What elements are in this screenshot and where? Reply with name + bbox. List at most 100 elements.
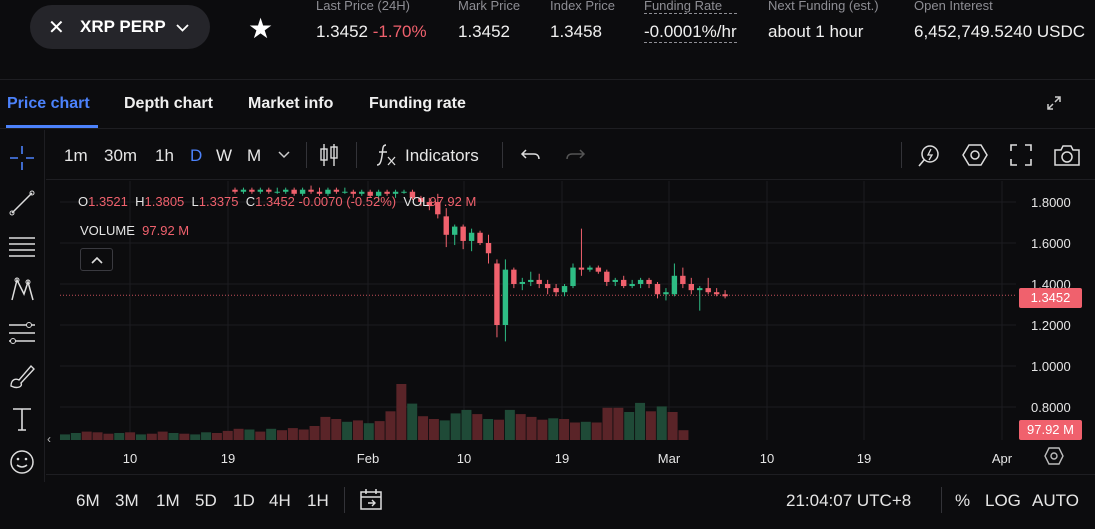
drawing-toolbar [0, 130, 45, 482]
volume-bar [548, 418, 559, 440]
chevron-up-icon [90, 256, 103, 264]
timeframe-30m[interactable]: 30m [104, 146, 138, 165]
volume-bar [407, 403, 418, 440]
calendar-goto-icon[interactable] [359, 487, 385, 513]
volume-tag: 97.92 M [1019, 420, 1082, 440]
emoji-icon[interactable] [6, 446, 38, 478]
volume-bar [385, 411, 396, 440]
candle-body [553, 288, 559, 293]
stat-funding-rate[interactable]: Funding Rate -0.0001%/hr [644, 0, 737, 43]
stat-label: Next Funding (est.) [768, 0, 879, 13]
legend-collapse-button[interactable] [80, 248, 113, 271]
stat-label: Index Price [550, 0, 616, 13]
log-scale-toggle[interactable]: LOG [985, 491, 1021, 510]
text-tool-icon[interactable] [6, 403, 38, 435]
range-1d[interactable]: 1D [233, 491, 255, 510]
candle-body [316, 191, 323, 194]
tab-market-info[interactable]: Market info [248, 95, 334, 112]
collapse-toolbar-icon[interactable]: ‹ [47, 432, 51, 446]
redo-icon[interactable] [562, 142, 588, 168]
close-label: C [245, 194, 256, 209]
candle-type-icon[interactable] [316, 142, 342, 168]
percent-scale-toggle[interactable]: % [955, 491, 971, 510]
function-fx-icon[interactable] [374, 142, 400, 168]
auto-scale-toggle[interactable]: AUTO [1032, 491, 1079, 510]
candle-body [232, 189, 238, 192]
tab-depth-chart[interactable]: Depth chart [124, 95, 213, 112]
volume-bar [103, 433, 114, 440]
range-5d[interactable]: 5D [195, 491, 217, 510]
candle-body [612, 279, 618, 282]
volume-bar [298, 429, 309, 440]
timeframe-1m[interactable]: 1m [64, 146, 88, 165]
active-tab-indicator [6, 125, 98, 128]
low-value: 1.3375 [198, 194, 239, 209]
range-6m[interactable]: 6M [76, 491, 100, 510]
fullscreen-icon[interactable] [1008, 142, 1034, 168]
range-4h[interactable]: 4H [269, 491, 291, 510]
toolbar-divider [901, 142, 902, 168]
candle-body [274, 191, 280, 193]
candle-body [494, 263, 500, 325]
brush-icon[interactable] [6, 360, 38, 392]
time-tick-label: 10 [760, 451, 774, 466]
pattern-icon[interactable] [6, 274, 38, 306]
axis-settings-icon[interactable] [1044, 446, 1064, 466]
crosshair-icon[interactable] [6, 142, 38, 174]
toolbar-divider [502, 142, 503, 168]
candle-body [519, 281, 525, 284]
timeframe-m[interactable]: M [247, 146, 262, 165]
favorite-star-icon[interactable]: ★ [248, 13, 274, 44]
candle-body [418, 197, 424, 202]
volume-bar [613, 407, 624, 440]
undo-icon[interactable] [518, 142, 544, 168]
camera-icon[interactable] [1053, 142, 1080, 168]
candle-body [266, 189, 272, 192]
stat-label: Open Interest [914, 0, 993, 13]
market-selector[interactable]: ✕ XRP PERP [30, 5, 210, 49]
stat-last-price: Last Price (24H) 1.3452 -1.70% [316, 0, 427, 42]
volume-bar [450, 413, 461, 440]
trend-line-icon[interactable] [6, 187, 38, 219]
price-chart-area[interactable]: 1.8000 1.6000 1.4000 1.2000 1.0000 0.8000 10 1… [46, 181, 1095, 473]
quick-search-icon[interactable] [916, 142, 942, 168]
candle-body [452, 226, 458, 235]
range-3m[interactable]: 3M [115, 491, 139, 510]
volume-bar [190, 434, 201, 440]
price-tick-label: 1.0000 [1031, 359, 1071, 374]
volume-bar [266, 428, 277, 440]
settings-hex-icon[interactable] [962, 142, 988, 168]
range-1m[interactable]: 1M [156, 491, 180, 510]
volume-bar [331, 419, 342, 440]
chevron-down-icon[interactable] [274, 144, 300, 170]
candle-body [426, 202, 433, 207]
tab-funding-rate[interactable]: Funding rate [369, 95, 466, 112]
horizontal-lines-icon[interactable] [6, 230, 38, 262]
volume-bars [60, 384, 689, 440]
timeframe-d[interactable]: D [190, 146, 203, 165]
time-tick-label: 10 [123, 451, 137, 466]
indicators-button[interactable]: Indicators [405, 146, 479, 165]
last-price-value: 1.3452 [316, 22, 368, 41]
volume-bar [363, 423, 374, 440]
range-1h[interactable]: 1H [307, 491, 329, 510]
timeframe-1h[interactable]: 1h [155, 146, 174, 165]
toolbar-divider [941, 487, 942, 513]
volume-bar [504, 409, 515, 440]
stat-value: 1.3452 [458, 22, 510, 41]
candles [232, 185, 728, 342]
vol-value: 97.92 M [429, 194, 477, 209]
candle-body [468, 232, 475, 241]
fib-retracement-icon[interactable] [6, 317, 38, 349]
change-value: -0.0070 (-0.52%) [298, 194, 397, 209]
toolbar-divider [306, 142, 307, 168]
volume-bar [667, 412, 678, 440]
volume-bar [233, 428, 244, 440]
open-value: 1.3521 [88, 194, 128, 209]
expand-icon[interactable] [1046, 95, 1062, 111]
chart-clock[interactable]: 21:04:07 UTC+8 [786, 491, 912, 510]
tab-price-chart[interactable]: Price chart [7, 95, 90, 112]
timeframe-w[interactable]: W [216, 146, 233, 165]
candle-body [578, 267, 585, 270]
